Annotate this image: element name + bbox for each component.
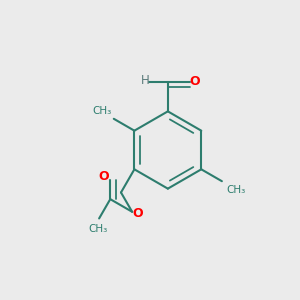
Text: CH₃: CH₃ [92, 106, 111, 116]
Text: O: O [132, 207, 143, 220]
Text: CH₃: CH₃ [226, 185, 246, 195]
Text: H: H [141, 74, 149, 87]
Text: CH₃: CH₃ [88, 224, 108, 234]
Text: O: O [98, 170, 109, 183]
Text: O: O [190, 74, 200, 88]
